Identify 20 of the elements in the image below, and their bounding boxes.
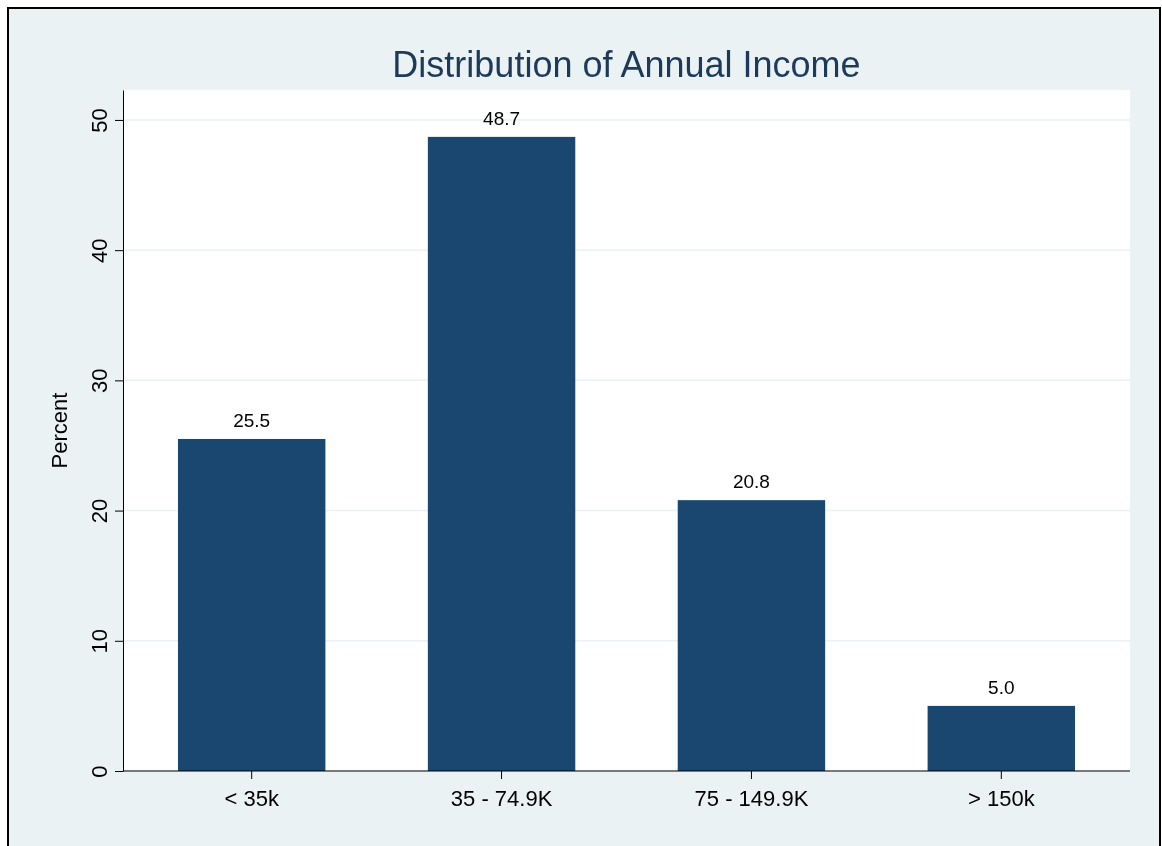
data-label: 20.8 [732, 471, 770, 493]
y-tick-label: 0 [87, 765, 112, 778]
data-label: 48.7 [483, 107, 521, 129]
y-tick-label: 30 [87, 368, 112, 394]
x-tick-label: < 35k [224, 786, 280, 812]
bar [177, 438, 326, 771]
chart-title: Distribution of Annual Income [392, 44, 861, 85]
data-label: 5.0 [988, 676, 1015, 698]
y-tick-label: 40 [87, 238, 112, 263]
data-label: 25.5 [233, 409, 271, 431]
x-tick-label: 75 - 149.9K [694, 786, 809, 812]
bar [927, 705, 1076, 771]
x-tick-label: > 150k [967, 786, 1036, 812]
y-tick-label: 20 [87, 498, 112, 524]
bar [677, 500, 826, 771]
y-tick-label: 50 [87, 108, 112, 133]
bar [427, 136, 576, 771]
x-tick-label: 35 - 74.9K [450, 786, 553, 812]
y-axis-title: Percent [47, 392, 72, 469]
y-tick-label: 10 [87, 629, 112, 654]
